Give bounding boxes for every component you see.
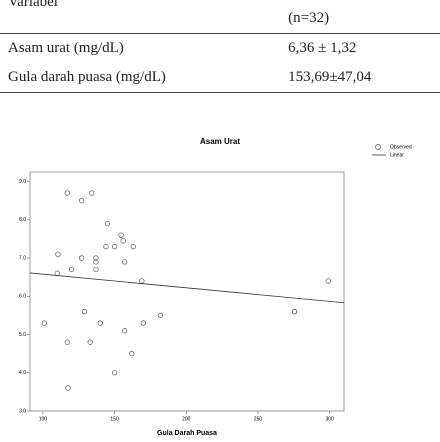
- point: [64, 339, 70, 345]
- point: [291, 308, 298, 315]
- point: [129, 350, 135, 357]
- x-axis-label: Gula Darah Puasa: [157, 430, 217, 437]
- table-row: Asam urat (mg/dL) 6,36 ± 1,32: [0, 34, 440, 64]
- header-cell: (n=32): [280, 0, 440, 34]
- point: [54, 270, 60, 276]
- point: [120, 238, 126, 244]
- point: [97, 320, 103, 326]
- point: [68, 266, 75, 273]
- y-tick-label: 6.0: [19, 294, 26, 300]
- chart-title: Asam Urat: [200, 137, 240, 146]
- point: [121, 328, 128, 334]
- point: [89, 190, 95, 196]
- header-cell: Variabel: [0, 0, 281, 34]
- point: [325, 278, 331, 284]
- point: [130, 243, 136, 250]
- point: [41, 320, 47, 326]
- point: [93, 266, 99, 273]
- point: [93, 255, 99, 261]
- table-row: Gula darah puasa (mg/dL) 153,69±47,04: [0, 63, 440, 93]
- y-tick-label: 8.0: [19, 217, 26, 223]
- x-tick-label: 150: [110, 416, 119, 422]
- plot-frame: [29, 171, 345, 412]
- y-tick-label: 5.0: [19, 332, 26, 338]
- point: [157, 312, 164, 319]
- cell: 153,69±47,04: [280, 63, 440, 93]
- y-tick-label: 7.0: [19, 255, 26, 261]
- x-tick-label: 100: [39, 416, 48, 422]
- point: [140, 320, 146, 326]
- x-tick-label: 200: [182, 416, 191, 422]
- point: [78, 255, 85, 261]
- point: [64, 190, 70, 196]
- point: [65, 385, 71, 391]
- summary-table: Variabel (n=32) Asam urat (mg/dL) 6,36 ±…: [0, 0, 440, 93]
- point: [118, 232, 124, 238]
- fit-line: [29, 272, 345, 304]
- table-header: Variabel (n=32): [0, 0, 440, 34]
- point: [93, 259, 99, 265]
- legend-marker: [375, 144, 381, 150]
- point: [81, 308, 88, 315]
- point: [139, 278, 145, 284]
- point: [78, 198, 85, 204]
- y-tick-label: 9.0: [19, 179, 26, 185]
- point: [121, 259, 128, 265]
- point: [55, 251, 61, 257]
- legend-label: Observed: [390, 144, 412, 150]
- cell: 6,36 ± 1,32: [288, 40, 357, 56]
- cell: Gula darah puasa (mg/dL): [0, 63, 281, 93]
- point: [104, 220, 111, 227]
- x-tick-label: 300: [325, 416, 334, 422]
- cell: Asam urat (mg/dL): [8, 40, 124, 56]
- x-tick-label: 250: [254, 416, 263, 422]
- point: [103, 243, 109, 250]
- point: [111, 243, 118, 250]
- point: [87, 339, 93, 345]
- y-tick-label: 4.0: [19, 370, 26, 376]
- legend-label: Linear: [390, 152, 404, 158]
- y-tick-label: 3.0: [19, 408, 26, 414]
- point: [111, 370, 118, 376]
